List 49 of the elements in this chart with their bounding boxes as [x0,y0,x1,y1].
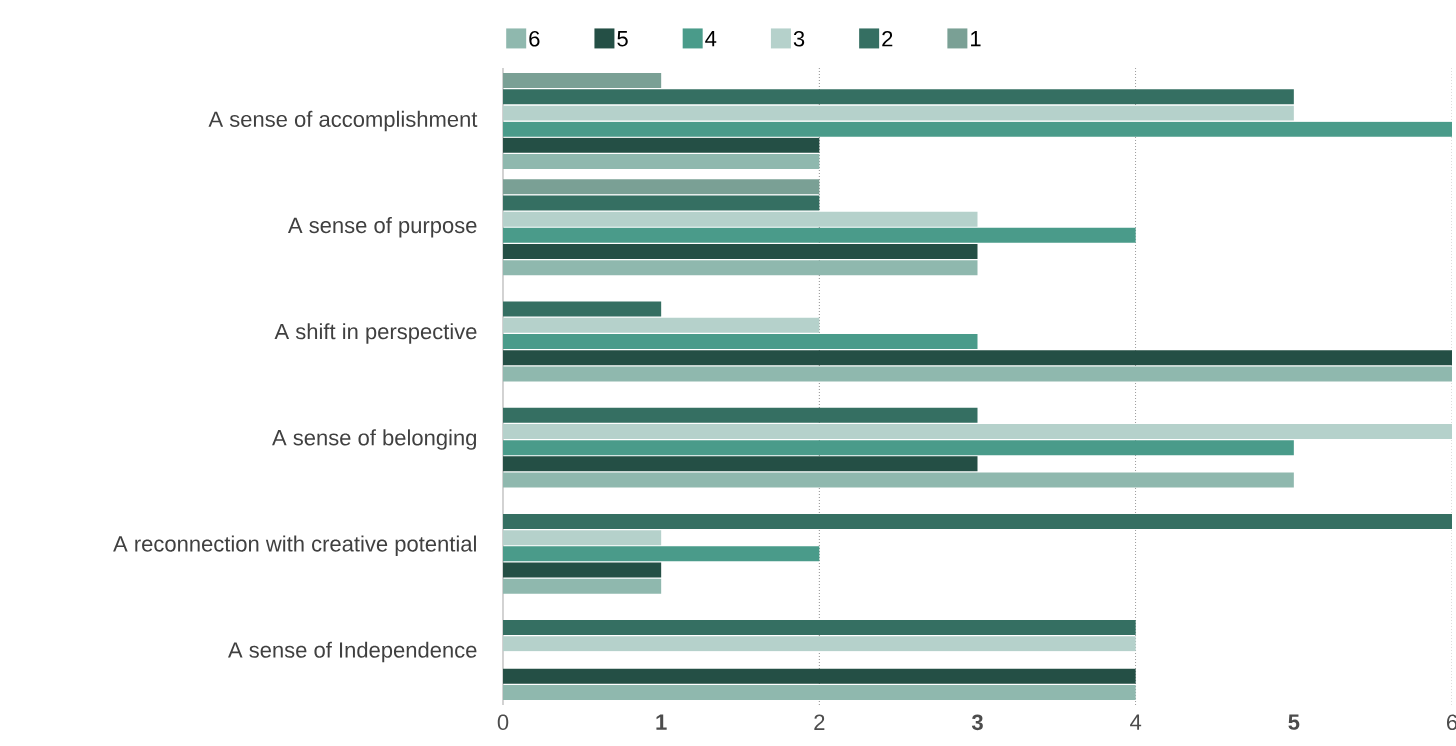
x-tick-label: 4 [1130,714,1142,730]
x-tick-label: 0 [497,714,509,731]
bar [503,620,1136,636]
bar [503,513,1452,529]
bar [503,154,820,170]
bar [503,423,1452,439]
bar [503,636,1136,652]
bar [503,334,978,349]
legend-label: 3 [793,31,805,47]
y-tick-label: A sense of accomplishment [208,110,478,132]
bar [503,227,1136,243]
legend-label: 2 [882,31,893,47]
y-tick-label: A sense of purpose [287,217,477,238]
bar [503,89,1294,105]
bar [503,350,1452,366]
legend-label: 4 [705,31,717,47]
bar [503,472,1294,488]
x-tick-label: 3 [971,714,983,731]
y-tick-label: A sense of belonging [272,429,477,450]
y-tick-label: A sense of Independence [227,641,477,663]
bar [503,301,662,317]
x-tick-label: 5 [1288,714,1300,730]
x-tick-label: 2 [814,714,825,730]
bar [503,195,820,211]
x-tick-label: 1 [656,714,667,730]
bar [503,317,820,333]
bar [503,456,978,472]
legend-label: 6 [529,31,540,47]
bar [503,578,662,594]
bar [503,530,662,546]
bar [503,546,820,562]
bar [503,260,978,276]
legend-label: 5 [617,31,628,47]
bar [503,121,1452,137]
bar [503,366,1452,382]
bar [503,440,1294,456]
bar [503,137,820,153]
bar [503,668,1136,684]
legend-label: 1 [971,31,981,47]
bar [503,407,978,423]
bar [503,244,978,260]
bar [503,105,1294,121]
y-tick-label: A reconnection with creative potential [113,535,476,556]
bar [503,179,820,195]
bar [503,211,978,227]
bar [503,73,662,89]
y-tick-label: A shift in perspective [274,323,477,344]
bar [503,684,1136,700]
bar [503,562,662,578]
